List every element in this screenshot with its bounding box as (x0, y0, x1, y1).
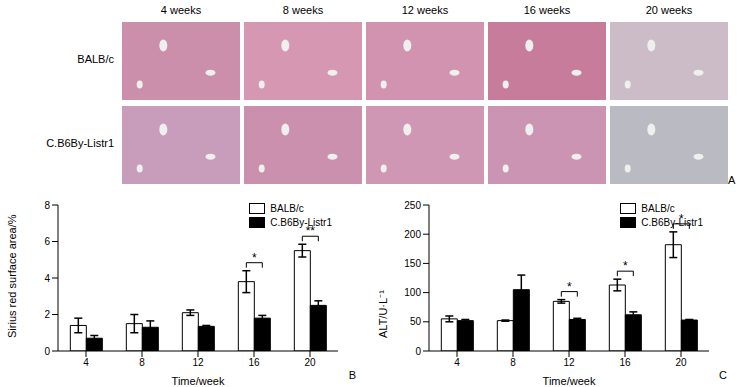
html-text:C.B6By-Listr1: C.B6By-Listr1 (270, 217, 332, 228)
svg-text:200: 200 (404, 229, 421, 240)
svg-text:8: 8 (510, 357, 516, 368)
html-text:A: A (728, 174, 736, 186)
svg-text:4: 4 (454, 357, 460, 368)
html-text:8 weeks: 8 weeks (282, 4, 324, 16)
html-text:B: B (348, 369, 356, 381)
svg-text:20: 20 (304, 357, 316, 368)
svg-text:0: 0 (415, 346, 421, 357)
html-text:BALB/c: BALB/c (77, 53, 114, 65)
svg-text:4: 4 (83, 357, 89, 368)
html-text:C.B6By-Listr1: C.B6By-Listr1 (641, 217, 703, 228)
svg-text:Time/week: Time/week (543, 375, 596, 387)
svg-text:20: 20 (675, 357, 687, 368)
html-text:12 weeks: 12 weeks (401, 4, 449, 16)
svg-text:2: 2 (44, 309, 50, 320)
svg-text:*: * (567, 280, 572, 294)
svg-text:250: 250 (404, 200, 421, 211)
html-text:BALB/c: BALB/c (641, 203, 675, 214)
svg-text:ALT/U·L⁻¹: ALT/U·L⁻¹ (377, 290, 389, 338)
svg-text:6: 6 (44, 236, 50, 247)
html-text:4 weeks: 4 weeks (160, 4, 202, 16)
svg-text:8: 8 (44, 200, 50, 211)
html-text:C.B6By-Listr1: C.B6By-Listr1 (46, 137, 114, 149)
svg-text:12: 12 (563, 357, 575, 368)
svg-text:*: * (623, 259, 628, 273)
svg-text:12: 12 (192, 357, 204, 368)
svg-text:16: 16 (619, 357, 631, 368)
svg-text:16: 16 (248, 357, 260, 368)
svg-text:150: 150 (404, 258, 421, 269)
html-text:16 weeks: 16 weeks (523, 4, 571, 16)
html-text:20 weeks: 20 weeks (645, 4, 693, 16)
svg-text:8: 8 (139, 357, 145, 368)
svg-text:0: 0 (44, 346, 50, 357)
svg-text:Time/week: Time/week (172, 375, 225, 387)
html-text:BALB/c: BALB/c (270, 203, 304, 214)
html-text:C: C (719, 369, 727, 381)
svg-text:50: 50 (410, 316, 422, 327)
svg-text:100: 100 (404, 287, 421, 298)
svg-text:4: 4 (44, 273, 50, 284)
svg-text:Sirius red surface area/%: Sirius red surface area/% (6, 214, 18, 338)
svg-text:*: * (252, 251, 257, 265)
